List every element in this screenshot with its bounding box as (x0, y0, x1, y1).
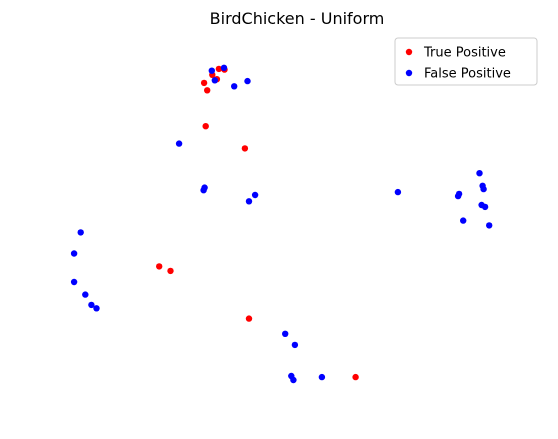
data-point (220, 64, 228, 72)
data-point (460, 217, 467, 224)
data-point (70, 250, 78, 257)
data-point (476, 170, 483, 177)
data-point (486, 222, 493, 229)
legend-frame (394, 37, 538, 86)
data-point (156, 263, 163, 270)
data-point (481, 203, 489, 211)
data-point (241, 145, 249, 152)
data-point (70, 278, 78, 286)
data-point (454, 192, 462, 200)
data-point (82, 291, 89, 298)
data-point (175, 140, 183, 147)
legend-label: False Positive (424, 67, 511, 82)
plot-area (70, 64, 493, 384)
legend-marker (405, 69, 413, 77)
data-point (318, 373, 326, 381)
data-point (88, 301, 95, 309)
data-point (290, 376, 297, 384)
data-point (394, 188, 402, 196)
chart-title: BirdChicken - Uniform (210, 9, 385, 28)
data-point (200, 187, 207, 194)
data-point (251, 191, 259, 199)
legend-label: True Positive (423, 46, 506, 61)
data-point (245, 315, 253, 322)
data-point (202, 123, 209, 130)
data-point (208, 67, 215, 74)
data-point (352, 373, 359, 381)
data-point (245, 198, 253, 205)
data-point (167, 267, 174, 275)
data-point (480, 185, 487, 193)
legend: True Positive False Positive (394, 37, 538, 86)
data-point (231, 83, 238, 90)
series-true-positive (156, 65, 359, 381)
data-point (282, 330, 289, 337)
data-point (244, 77, 251, 85)
data-point (200, 79, 208, 87)
data-point (291, 341, 299, 349)
data-point (77, 229, 84, 236)
series-false-positive (70, 64, 493, 384)
data-point (93, 305, 100, 312)
legend-marker (405, 48, 413, 56)
data-point (215, 65, 223, 73)
data-point (204, 87, 211, 94)
data-point (211, 77, 218, 84)
